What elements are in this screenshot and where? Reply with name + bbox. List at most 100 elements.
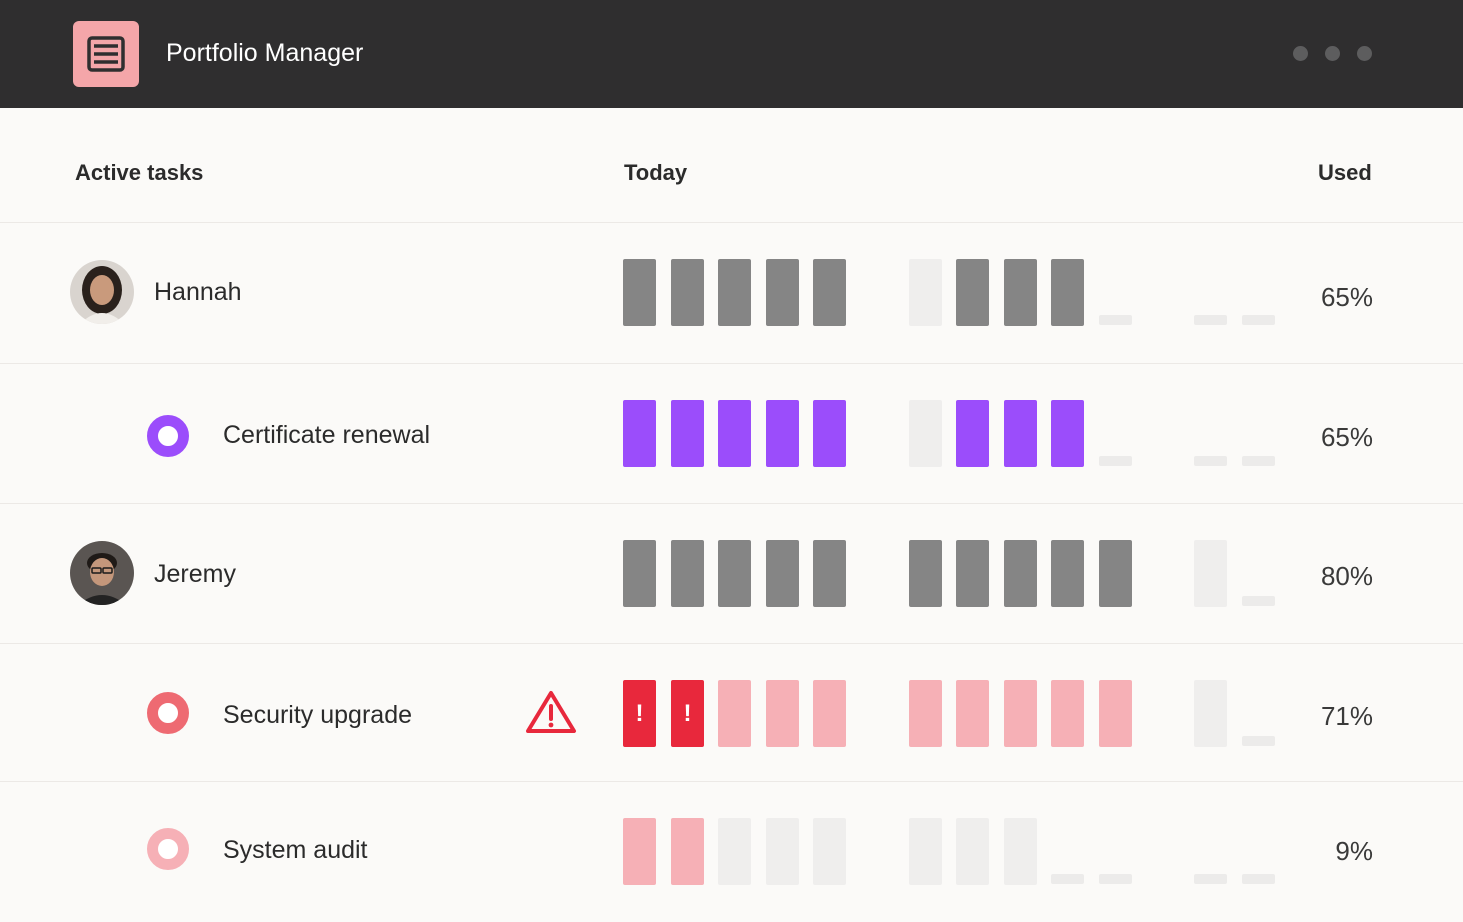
task-row-certificate-renewal[interactable]: Certificate renewal 65% bbox=[0, 364, 1463, 504]
person-row-jeremy[interactable]: Jeremy 80% bbox=[0, 504, 1463, 644]
title-bar: Portfolio Manager bbox=[0, 0, 1463, 108]
alert-bar: ! bbox=[623, 680, 656, 747]
today-bars bbox=[623, 504, 1275, 644]
stacked-layers-icon[interactable] bbox=[73, 21, 139, 87]
empty-bar bbox=[956, 818, 989, 885]
idle-marker bbox=[1242, 736, 1275, 746]
column-header-active-tasks: Active tasks bbox=[75, 160, 204, 185]
usage-bar bbox=[1051, 259, 1084, 326]
usage-bar bbox=[718, 680, 751, 747]
used-percent: 9% bbox=[1335, 836, 1373, 866]
empty-bar bbox=[1194, 680, 1227, 747]
avatar bbox=[70, 541, 134, 605]
idle-marker bbox=[1194, 874, 1227, 884]
usage-bar bbox=[1004, 259, 1037, 326]
usage-bar bbox=[1004, 400, 1037, 467]
idle-marker bbox=[1099, 456, 1132, 466]
usage-bar bbox=[909, 540, 942, 607]
person-row-hannah[interactable]: Hannah 65% bbox=[0, 223, 1463, 363]
usage-bar bbox=[813, 259, 846, 326]
person-name: Jeremy bbox=[154, 560, 236, 588]
usage-bar bbox=[766, 259, 799, 326]
today-bars bbox=[623, 223, 1275, 363]
usage-bar bbox=[1051, 680, 1084, 747]
task-status-ring bbox=[147, 828, 189, 870]
usage-bar bbox=[671, 540, 704, 607]
dot-icon bbox=[1357, 46, 1372, 61]
idle-marker bbox=[1242, 315, 1275, 325]
column-header-used: Used bbox=[1318, 160, 1372, 185]
usage-bar bbox=[1099, 540, 1132, 607]
idle-marker bbox=[1242, 596, 1275, 606]
empty-bar bbox=[1004, 818, 1037, 885]
today-bars bbox=[623, 782, 1275, 922]
dot-icon bbox=[1293, 46, 1308, 61]
idle-marker bbox=[1051, 874, 1084, 884]
today-bars bbox=[623, 364, 1275, 504]
idle-marker bbox=[1242, 874, 1275, 884]
usage-bar bbox=[671, 400, 704, 467]
empty-bar bbox=[766, 818, 799, 885]
used-percent: 65% bbox=[1320, 422, 1373, 452]
usage-bar bbox=[623, 259, 656, 326]
task-status-ring bbox=[147, 692, 189, 734]
row-divider bbox=[0, 363, 1463, 364]
idle-marker bbox=[1242, 456, 1275, 466]
used-percent: 65% bbox=[1320, 282, 1373, 312]
used-percent: 80% bbox=[1320, 561, 1373, 591]
task-row-system-audit[interactable]: System audit 9% bbox=[0, 782, 1463, 922]
row-divider bbox=[0, 643, 1463, 644]
used-percent: 71% bbox=[1320, 701, 1373, 731]
task-name: Security upgrade bbox=[223, 701, 413, 729]
column-header-today: Today bbox=[624, 160, 688, 185]
usage-bar bbox=[1051, 540, 1084, 607]
usage-bar bbox=[813, 680, 846, 747]
window-menu-dots[interactable] bbox=[1293, 46, 1372, 61]
task-name: Certificate renewal bbox=[223, 421, 431, 449]
idle-marker bbox=[1194, 456, 1227, 466]
usage-bar bbox=[623, 400, 656, 467]
usage-bar bbox=[623, 540, 656, 607]
row-divider bbox=[0, 222, 1463, 223]
idle-marker bbox=[1099, 874, 1132, 884]
usage-bar bbox=[1004, 680, 1037, 747]
dot-icon bbox=[1325, 46, 1340, 61]
row-divider bbox=[0, 503, 1463, 504]
usage-bar bbox=[718, 259, 751, 326]
empty-bar bbox=[718, 818, 751, 885]
today-bars: !! bbox=[623, 644, 1275, 784]
empty-bar bbox=[909, 259, 942, 326]
row-divider bbox=[0, 781, 1463, 782]
usage-bar bbox=[1099, 680, 1132, 747]
task-name: System audit bbox=[223, 836, 368, 864]
usage-bar bbox=[813, 540, 846, 607]
usage-bar bbox=[956, 680, 989, 747]
usage-bar bbox=[766, 540, 799, 607]
task-row-security-upgrade[interactable]: Security upgrade !! 71% bbox=[0, 644, 1463, 784]
usage-bar bbox=[909, 680, 942, 747]
usage-bar bbox=[671, 259, 704, 326]
person-name: Hannah bbox=[154, 278, 242, 306]
warning-triangle-icon[interactable] bbox=[525, 689, 577, 740]
idle-marker bbox=[1099, 315, 1132, 325]
app-title: Portfolio Manager bbox=[166, 39, 364, 67]
usage-bar bbox=[956, 259, 989, 326]
task-status-ring bbox=[147, 415, 189, 457]
empty-bar bbox=[909, 818, 942, 885]
empty-bar bbox=[909, 400, 942, 467]
empty-bar bbox=[813, 818, 846, 885]
usage-bar bbox=[956, 400, 989, 467]
usage-bar bbox=[718, 400, 751, 467]
usage-bar bbox=[956, 540, 989, 607]
usage-bar bbox=[1051, 400, 1084, 467]
idle-marker bbox=[1194, 315, 1227, 325]
avatar bbox=[70, 260, 134, 324]
alert-bar: ! bbox=[671, 680, 704, 747]
usage-bar bbox=[813, 400, 846, 467]
usage-bar bbox=[718, 540, 751, 607]
usage-bar bbox=[766, 680, 799, 747]
usage-bar bbox=[766, 400, 799, 467]
usage-bar bbox=[623, 818, 656, 885]
usage-bar bbox=[671, 818, 704, 885]
empty-bar bbox=[1194, 540, 1227, 607]
